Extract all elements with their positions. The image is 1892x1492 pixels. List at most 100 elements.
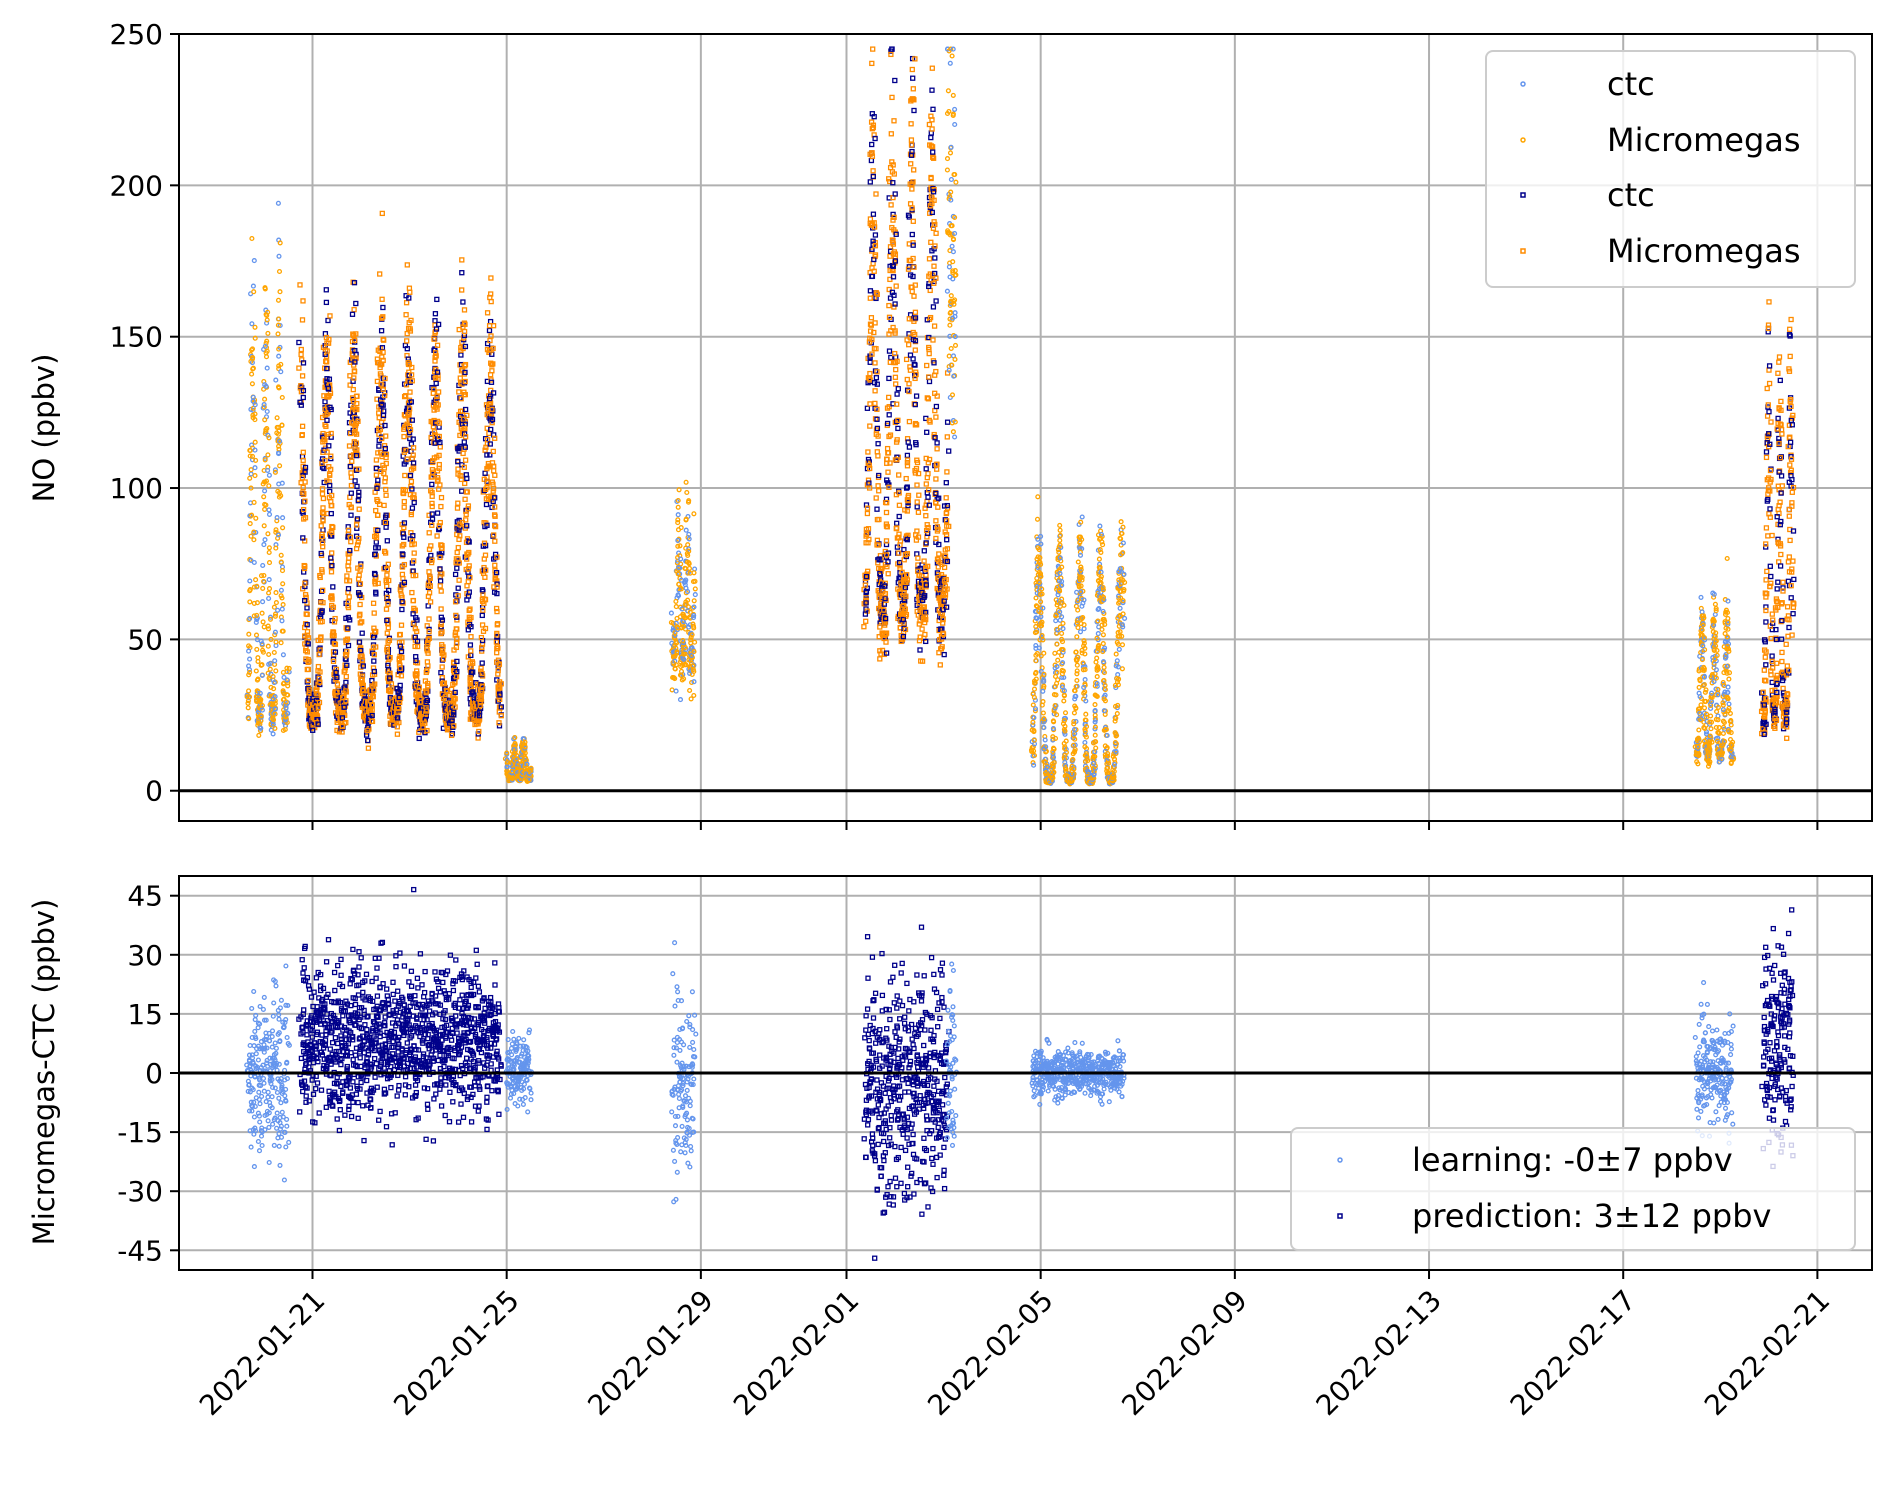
- micromegas-prediction-point: [437, 583, 443, 589]
- micromegas-prediction-point: [353, 393, 360, 400]
- micromegas-prediction-point: [378, 381, 384, 387]
- micromegas-prediction-point: [380, 386, 386, 392]
- micromegas-prediction-point: [348, 504, 354, 511]
- micromegas-learning-point: [279, 595, 285, 601]
- ctc-prediction-point: [382, 422, 388, 429]
- ctc-prediction-point: [403, 459, 409, 465]
- micromegas-prediction-point: [343, 688, 349, 694]
- micromegas-prediction-point: [356, 466, 362, 472]
- micromegas-learning-point: [277, 289, 283, 295]
- micromegas-prediction-point: [387, 687, 393, 693]
- micromegas-prediction-point: [320, 600, 326, 606]
- ctc-prediction-point: [326, 376, 333, 382]
- micromegas-learning-point: [253, 632, 260, 638]
- micromegas-learning-point: [273, 590, 279, 596]
- ctc-prediction-point: [383, 512, 389, 518]
- micromegas-prediction-point: [435, 372, 441, 378]
- ctc-prediction-point: [375, 527, 381, 534]
- micromegas-prediction-point: [360, 687, 367, 693]
- ctc-prediction-point: [383, 524, 389, 530]
- micromegas-prediction-point: [318, 523, 324, 529]
- micromegas-learning-point: [249, 381, 255, 387]
- micromegas-prediction-point: [439, 664, 445, 670]
- micromegas-prediction-point: [377, 371, 384, 377]
- ctc-learning-point: [266, 595, 272, 602]
- micromegas-learning-point: [276, 346, 282, 352]
- micromegas-learning-point: [254, 646, 260, 652]
- micromegas-prediction-point: [403, 447, 409, 453]
- ctc-prediction-point: [354, 516, 361, 522]
- micromegas-prediction-point: [369, 718, 375, 724]
- micromegas-prediction-point: [426, 569, 432, 575]
- micromegas-prediction-point: [388, 681, 395, 687]
- micromegas-prediction-point: [372, 681, 378, 687]
- ctc-prediction-point: [327, 482, 333, 489]
- micromegas-prediction-point: [319, 540, 326, 546]
- micromegas-prediction-point: [377, 271, 383, 277]
- micromegas-prediction-point: [346, 578, 353, 584]
- ctc-learning-point: [277, 438, 283, 444]
- micromegas-learning-point: [279, 422, 285, 428]
- micromegas-prediction-point: [429, 469, 436, 475]
- ctc-prediction-point: [434, 510, 441, 516]
- micromegas-prediction-point: [409, 364, 415, 371]
- ctc-prediction-point: [350, 378, 356, 384]
- micromegas-prediction-point: [382, 550, 389, 556]
- micromegas-prediction-point: [373, 644, 379, 650]
- micromegas-learning-point: [263, 478, 270, 484]
- ctc-learning-point: [275, 200, 281, 206]
- micromegas-learning-point: [260, 619, 266, 625]
- micromegas-prediction-point: [377, 426, 384, 433]
- micromegas-learning-point: [250, 366, 256, 372]
- micromegas-prediction-point: [436, 433, 442, 440]
- ctc-prediction-point: [438, 670, 444, 676]
- micromegas-learning-point: [253, 457, 259, 463]
- micromegas-learning-point: [275, 297, 282, 303]
- ctc-prediction-point: [408, 399, 414, 405]
- micromegas-prediction-point: [329, 529, 335, 536]
- micromegas-prediction-point: [438, 542, 444, 548]
- micromegas-prediction-point: [440, 681, 447, 687]
- micromegas-prediction-point: [409, 378, 415, 384]
- micromegas-prediction-point: [297, 282, 303, 288]
- micromegas-prediction-point: [343, 719, 349, 726]
- ctc-prediction-point: [369, 712, 375, 719]
- micromegas-learning-point: [270, 674, 276, 680]
- micromegas-prediction-point: [314, 691, 320, 697]
- ctc-prediction-point: [372, 571, 378, 578]
- ctc-prediction-point: [310, 727, 316, 733]
- ctc-prediction-point: [399, 598, 405, 605]
- ctc-learning-point: [279, 480, 285, 486]
- micromegas-learning-point: [271, 649, 277, 656]
- ctc-prediction-point: [434, 296, 440, 303]
- micromegas-prediction-point: [404, 456, 410, 462]
- ctc-prediction-point: [319, 608, 325, 614]
- top-scatter-points: [244, 46, 1797, 787]
- micromegas-prediction-point: [299, 317, 306, 323]
- micromegas-learning-point: [265, 623, 271, 629]
- micromegas-prediction-point: [334, 689, 340, 695]
- micromegas-prediction-point: [328, 466, 334, 473]
- ctc-learning-point: [260, 599, 266, 605]
- micromegas-prediction-point: [437, 554, 443, 561]
- ctc-learning-point: [258, 725, 264, 731]
- micromegas-prediction-point: [357, 620, 363, 626]
- micromegas-prediction-point: [402, 487, 409, 494]
- ctc-learning-point: [250, 283, 256, 289]
- ctc-prediction-point: [376, 443, 382, 449]
- micromegas-learning-point: [272, 611, 279, 617]
- micromegas-prediction-point: [302, 498, 308, 504]
- ctc-prediction-point: [349, 311, 356, 317]
- micromegas-learning-point: [244, 694, 250, 700]
- micromegas-prediction-point: [319, 491, 326, 497]
- micromegas-learning-point: [282, 726, 288, 733]
- micromegas-learning-point: [266, 590, 272, 596]
- micromegas-learning-point: [247, 521, 253, 527]
- micromegas-prediction-point: [438, 494, 445, 501]
- micromegas-learning-point: [263, 502, 269, 508]
- ctc-prediction-point: [345, 586, 352, 592]
- ctc-prediction-point: [330, 584, 336, 590]
- ctc-prediction-point: [423, 699, 429, 706]
- micromegas-prediction-point: [383, 451, 390, 457]
